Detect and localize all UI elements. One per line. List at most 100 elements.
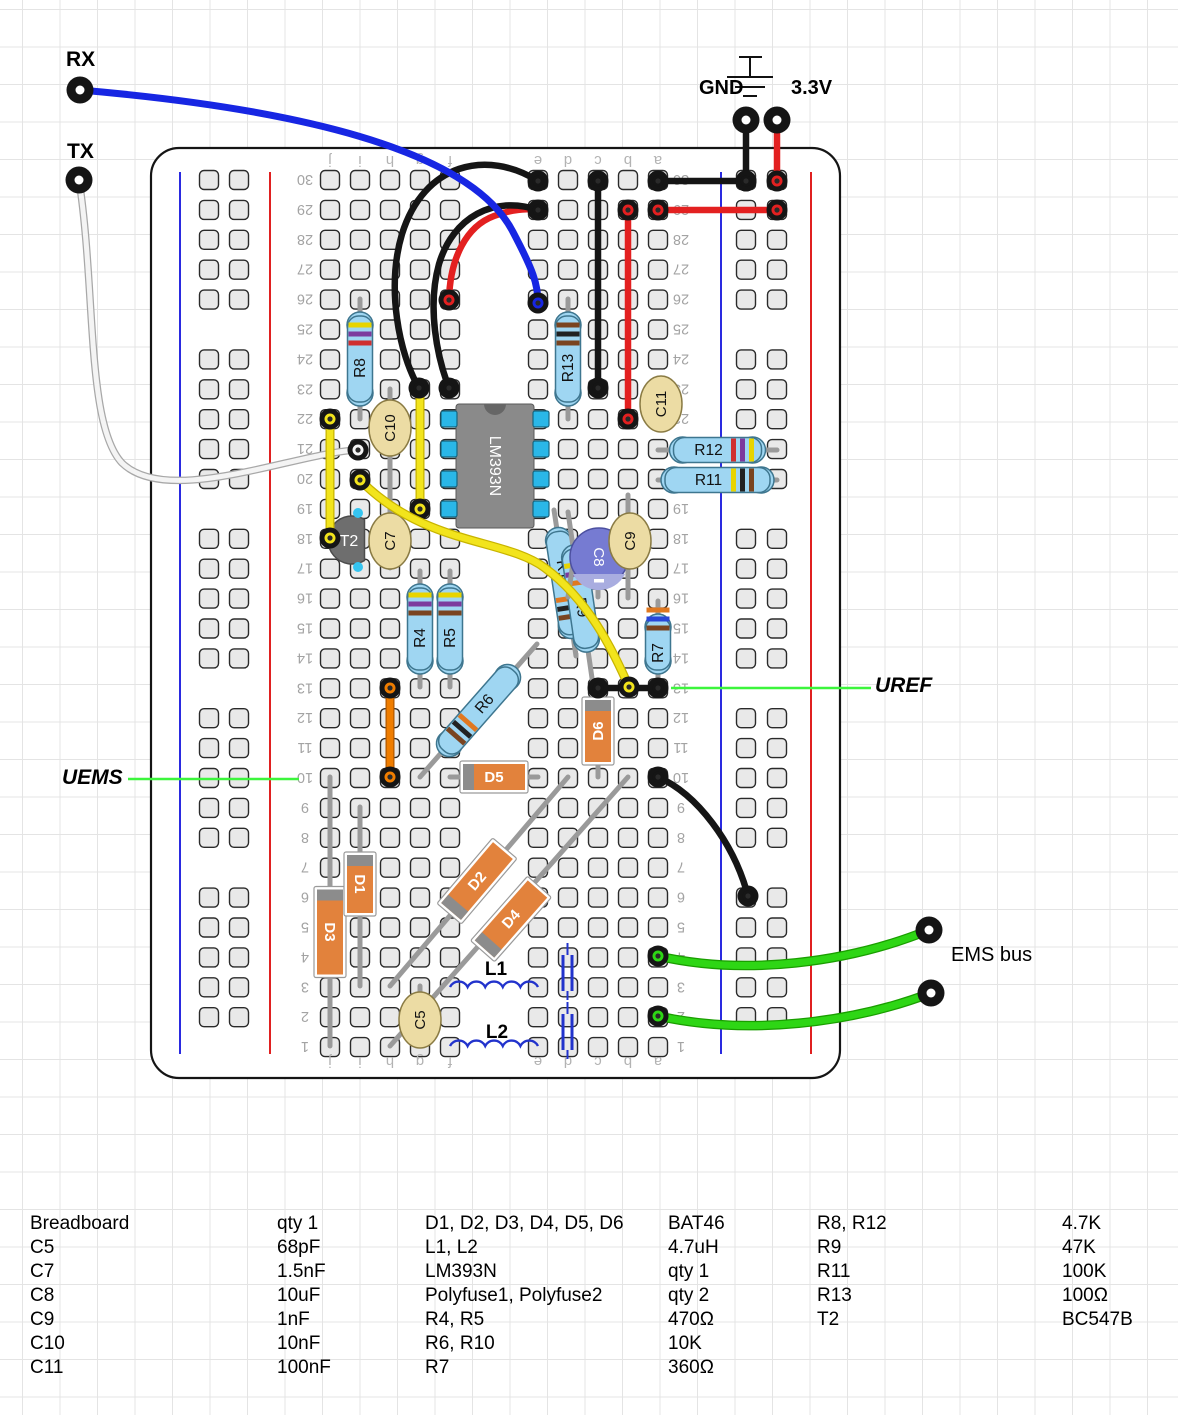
svg-text:R12: R12	[694, 442, 722, 459]
component-C11: C11	[639, 375, 683, 433]
svg-text:3: 3	[677, 978, 685, 994]
svg-text:27: 27	[297, 261, 313, 277]
svg-text:c: c	[594, 1053, 602, 1070]
tx-label: TX	[67, 140, 94, 163]
svg-text:1: 1	[301, 1038, 309, 1054]
wire-gnd-row30	[647, 170, 757, 192]
svg-text:2: 2	[301, 1008, 309, 1024]
tx-pin	[65, 166, 93, 194]
svg-text:24: 24	[673, 350, 689, 366]
svg-text:LM393N: LM393N	[486, 436, 503, 496]
svg-text:16: 16	[297, 590, 313, 606]
component-R12: R12	[655, 436, 780, 464]
wire-tx-white	[75, 176, 369, 485]
wire-black-a10-rail	[647, 766, 759, 907]
svg-text:1: 1	[677, 1038, 685, 1054]
3v3-label: 3.3V	[791, 77, 833, 99]
svg-text:j: j	[328, 1053, 332, 1070]
ems-pin-1	[915, 916, 943, 944]
svg-text:f: f	[447, 152, 452, 169]
gnd-pin	[732, 106, 760, 134]
component-R5: R5	[436, 568, 464, 690]
component-D2: D2	[387, 774, 571, 989]
wire-ems-green-1	[647, 925, 934, 971]
svg-text:D1: D1	[351, 874, 368, 893]
component-LM393N: LM393N	[440, 403, 550, 529]
component-L1: L1	[448, 959, 540, 990]
component-D1: D1	[343, 804, 377, 989]
svg-text:11: 11	[297, 739, 312, 755]
svg-text:i: i	[358, 1053, 361, 1070]
wire-red-b29-b22	[617, 199, 639, 430]
component-D3: D3	[313, 774, 347, 1049]
component-D6: D6	[581, 685, 615, 780]
svg-text:e: e	[534, 152, 542, 169]
svg-text:D6: D6	[590, 721, 607, 740]
component-L2: L2	[448, 1022, 540, 1049]
wire-yellow-j	[319, 408, 341, 549]
svg-text:h: h	[386, 1053, 394, 1070]
svg-text:R4: R4	[412, 628, 429, 648]
wire-red-row29	[647, 199, 788, 221]
svg-text:6: 6	[677, 889, 685, 905]
component-R8: R8	[346, 296, 374, 422]
component-R11: R11	[655, 466, 780, 494]
svg-text:10: 10	[673, 769, 689, 785]
svg-text:R8: R8	[352, 358, 369, 378]
component-T2: T2	[327, 508, 366, 572]
wire-ems-green-2	[647, 988, 936, 1031]
svg-text:c: c	[594, 152, 602, 169]
svg-text:10: 10	[297, 769, 313, 785]
parts-column-2: qty 1 68pF 1.5nF 10uF 1nF 10nF 100nF	[277, 1213, 331, 1378]
uref-label: UREF	[875, 674, 933, 697]
3v3-pin	[763, 106, 791, 134]
component-R13: R13	[554, 296, 582, 422]
svg-text:b: b	[624, 1053, 632, 1070]
svg-text:19: 19	[673, 500, 689, 516]
component-D5: D5	[447, 760, 541, 794]
svg-text:h: h	[386, 152, 394, 169]
svg-text:28: 28	[673, 231, 689, 247]
svg-text:9: 9	[677, 799, 685, 815]
svg-text:4: 4	[301, 948, 309, 964]
svg-text:12: 12	[297, 709, 313, 725]
svg-text:7: 7	[301, 859, 309, 875]
component-C7: C7	[368, 506, 412, 571]
component-C5: C5	[398, 983, 442, 1049]
svg-text:3: 3	[301, 978, 309, 994]
svg-text:8: 8	[301, 829, 309, 845]
svg-text:8: 8	[677, 829, 685, 845]
ground-symbol-icon	[727, 56, 773, 97]
component-C10: C10	[368, 386, 412, 512]
wire-yellow-swoop	[349, 469, 640, 698]
svg-text:17: 17	[297, 560, 313, 576]
svg-text:5: 5	[301, 919, 309, 935]
wire-rx-blue	[76, 86, 549, 314]
svg-text:20: 20	[297, 470, 313, 486]
svg-text:25: 25	[297, 321, 313, 337]
parts-column-1: Breadboard C5 C7 C8 C9 C10 C11	[30, 1213, 130, 1378]
svg-text:d: d	[564, 1053, 572, 1070]
svg-text:C7: C7	[382, 531, 399, 550]
svg-text:e: e	[534, 1053, 542, 1070]
svg-text:C10: C10	[382, 414, 399, 442]
svg-text:R13: R13	[560, 354, 577, 382]
svg-text:C9: C9	[622, 531, 639, 550]
svg-text:23: 23	[297, 380, 313, 396]
svg-text:22: 22	[297, 410, 313, 426]
svg-text:R11: R11	[695, 472, 722, 489]
svg-text:C11: C11	[653, 391, 670, 417]
component-R4: R4	[406, 568, 434, 690]
parts-column-3: D1, D2, D3, D4, D5, D6 L1, L2 LM393N Pol…	[425, 1213, 624, 1378]
svg-text:g: g	[416, 1053, 424, 1070]
svg-text:d: d	[564, 152, 572, 169]
svg-text:18: 18	[297, 530, 313, 546]
component-R7: R7	[644, 598, 672, 690]
svg-text:12: 12	[673, 709, 689, 725]
uems-label: UEMS	[62, 766, 123, 789]
svg-text:f: f	[447, 1053, 452, 1070]
svg-text:29: 29	[297, 201, 313, 217]
